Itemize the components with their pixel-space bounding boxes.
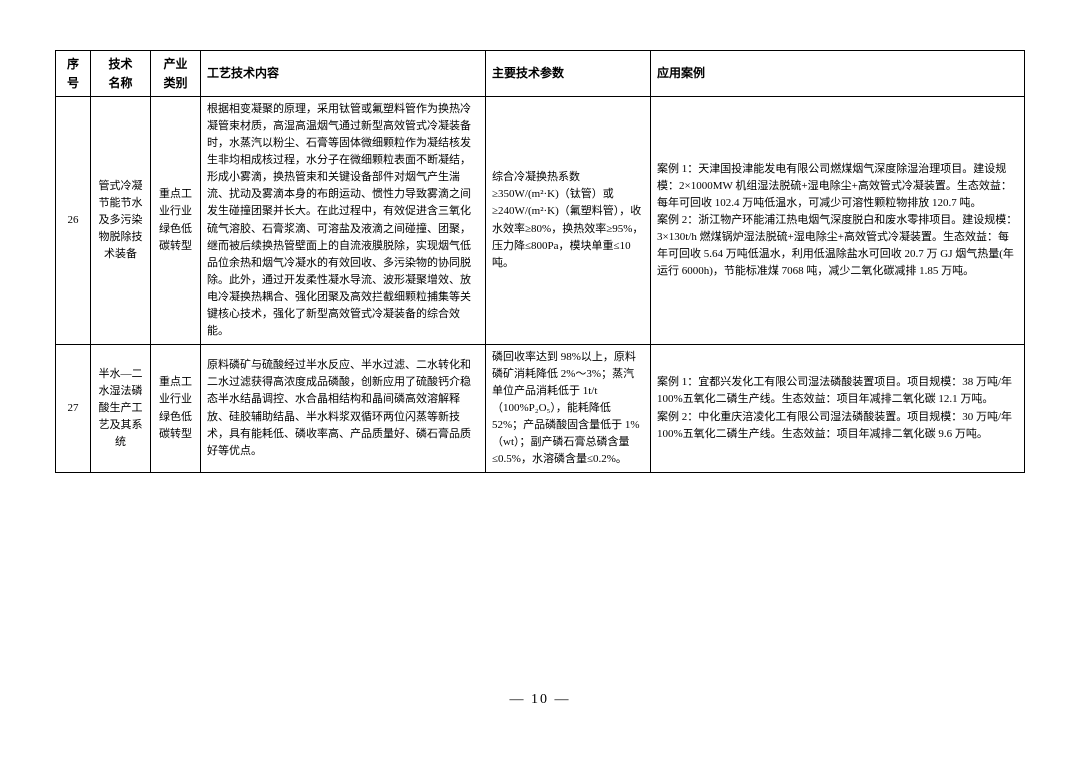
- document-page: 序号 技术名称 产业类别 工艺技术内容 主要技术参数 应用案例 26 管式冷凝节…: [0, 0, 1080, 473]
- cell-tech: 半水—二水湿法磷酸生产工艺及其系统: [91, 344, 151, 472]
- cell-ind: 重点工业行业绿色低碳转型: [151, 97, 201, 345]
- header-row: 序号 技术名称 产业类别 工艺技术内容 主要技术参数 应用案例: [56, 51, 1025, 97]
- cell-num: 27: [56, 344, 91, 472]
- cell-tech: 管式冷凝节能节水及多污染物脱除技术装备: [91, 97, 151, 345]
- cell-param: 综合冷凝换热系数≥350W/(m²·K)（钛管）或≥240W/(m²·K)（氟塑…: [486, 97, 651, 345]
- header-case: 应用案例: [651, 51, 1025, 97]
- header-proc: 工艺技术内容: [201, 51, 486, 97]
- page-number: — 10 —: [0, 692, 1080, 708]
- data-table: 序号 技术名称 产业类别 工艺技术内容 主要技术参数 应用案例 26 管式冷凝节…: [55, 50, 1025, 473]
- cell-case: 案例 1：天津国投津能发电有限公司燃煤烟气深度除湿治理项目。建设规模：2×100…: [651, 97, 1025, 345]
- header-num: 序号: [56, 51, 91, 97]
- cell-num: 26: [56, 97, 91, 345]
- header-tech: 技术名称: [91, 51, 151, 97]
- cell-proc: 原料磷矿与硫酸经过半水反应、半水过滤、二水转化和二水过滤获得高浓度成品磷酸，创新…: [201, 344, 486, 472]
- header-ind: 产业类别: [151, 51, 201, 97]
- table-row: 26 管式冷凝节能节水及多污染物脱除技术装备 重点工业行业绿色低碳转型 根据相变…: [56, 97, 1025, 345]
- cell-param: 磷回收率达到 98%以上，原料磷矿消耗降低 2%～3%；蒸汽单位产品消耗低于 1…: [486, 344, 651, 472]
- header-param: 主要技术参数: [486, 51, 651, 97]
- cell-ind: 重点工业行业绿色低碳转型: [151, 344, 201, 472]
- cell-case: 案例 1：宜都兴发化工有限公司湿法磷酸装置项目。项目规模：38 万吨/年 100…: [651, 344, 1025, 472]
- table-row: 27 半水—二水湿法磷酸生产工艺及其系统 重点工业行业绿色低碳转型 原料磷矿与硫…: [56, 344, 1025, 472]
- cell-proc: 根据相变凝聚的原理，采用钛管或氟塑料管作为换热冷凝管束材质，高湿高温烟气通过新型…: [201, 97, 486, 345]
